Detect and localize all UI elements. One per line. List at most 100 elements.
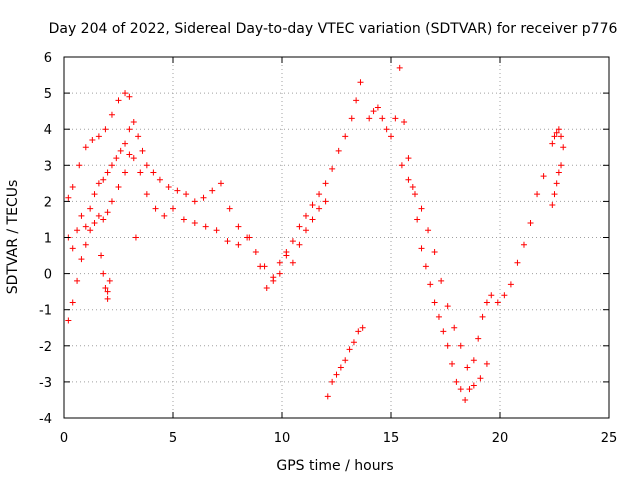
data-point	[108, 198, 115, 205]
data-point	[200, 194, 207, 201]
data-point	[438, 277, 445, 284]
series-track-a	[65, 79, 364, 284]
series-track-f	[324, 324, 366, 400]
data-point	[122, 90, 129, 97]
data-point	[534, 191, 541, 198]
data-point	[108, 111, 115, 118]
data-point	[224, 238, 231, 245]
data-point	[82, 241, 89, 248]
data-point	[246, 234, 253, 241]
data-point	[475, 335, 482, 342]
data-point	[553, 180, 560, 187]
data-point	[520, 241, 527, 248]
data-point	[353, 97, 360, 104]
data-point	[322, 180, 329, 187]
data-point	[132, 234, 139, 241]
data-point	[276, 270, 283, 277]
data-point	[143, 162, 150, 169]
data-point	[180, 216, 187, 223]
data-point	[91, 220, 98, 227]
data-point	[355, 328, 362, 335]
y-tick-label: 3	[44, 159, 52, 174]
data-point	[457, 342, 464, 349]
data-point	[202, 223, 209, 230]
data-point	[464, 364, 471, 371]
data-point	[470, 382, 477, 389]
data-point	[82, 144, 89, 151]
data-point	[457, 386, 464, 393]
data-point	[398, 162, 405, 169]
data-point	[65, 317, 72, 324]
data-point	[130, 118, 137, 125]
y-tick-label: 0	[44, 268, 52, 283]
data-point	[217, 180, 224, 187]
data-point	[87, 227, 94, 234]
data-point	[405, 176, 412, 183]
y-tick-label: -2	[39, 340, 52, 355]
data-point	[209, 187, 216, 194]
y-tick-label: 5	[44, 87, 52, 102]
data-point	[324, 393, 331, 400]
data-point	[289, 238, 296, 245]
data-point	[117, 147, 124, 154]
data-point	[453, 378, 460, 385]
data-point	[322, 198, 329, 205]
series-track-h	[398, 162, 490, 389]
data-point	[470, 357, 477, 364]
data-point	[100, 270, 107, 277]
data-point	[316, 191, 323, 198]
data-point	[137, 169, 144, 176]
data-point	[139, 147, 146, 154]
data-point	[122, 140, 129, 147]
data-point	[98, 252, 105, 259]
data-point	[270, 274, 277, 281]
series-track-j	[549, 162, 565, 209]
data-point	[333, 371, 340, 378]
data-point	[296, 241, 303, 248]
data-point	[296, 223, 303, 230]
data-point	[95, 133, 102, 140]
data-point	[388, 133, 394, 140]
data-point	[359, 324, 366, 331]
x-tick-label: 10	[274, 431, 291, 446]
data-point	[135, 133, 142, 140]
data-point	[555, 169, 562, 176]
data-point	[78, 256, 85, 263]
x-tick-label: 25	[601, 431, 618, 446]
data-point	[551, 191, 558, 198]
x-tick-label: 5	[169, 431, 177, 446]
data-point	[392, 115, 399, 122]
data-point	[69, 299, 76, 306]
data-point	[427, 281, 434, 288]
data-point	[551, 133, 558, 140]
data-point	[418, 245, 425, 252]
data-point	[108, 162, 115, 169]
data-point	[257, 263, 264, 270]
data-point	[126, 151, 133, 158]
data-point	[289, 259, 296, 266]
data-point	[100, 176, 107, 183]
data-point	[405, 155, 412, 162]
data-point	[104, 209, 111, 216]
data-point	[65, 194, 72, 201]
data-point	[74, 227, 81, 234]
data-point	[396, 64, 403, 71]
data-point	[477, 375, 484, 382]
data-points	[65, 64, 567, 403]
series-track-g	[366, 64, 495, 403]
data-point	[560, 144, 567, 151]
data-point	[82, 223, 89, 230]
data-point	[466, 386, 473, 393]
data-point	[549, 202, 556, 209]
data-point	[444, 303, 451, 310]
x-tick-label: 0	[60, 431, 68, 446]
x-axis-label: GPS time / hours	[276, 458, 393, 474]
y-tick-label: 1	[44, 232, 52, 247]
data-point	[374, 104, 381, 111]
data-point	[104, 169, 111, 176]
data-point	[130, 155, 137, 162]
data-point	[69, 245, 76, 252]
data-point	[69, 183, 76, 190]
data-point	[226, 205, 233, 212]
